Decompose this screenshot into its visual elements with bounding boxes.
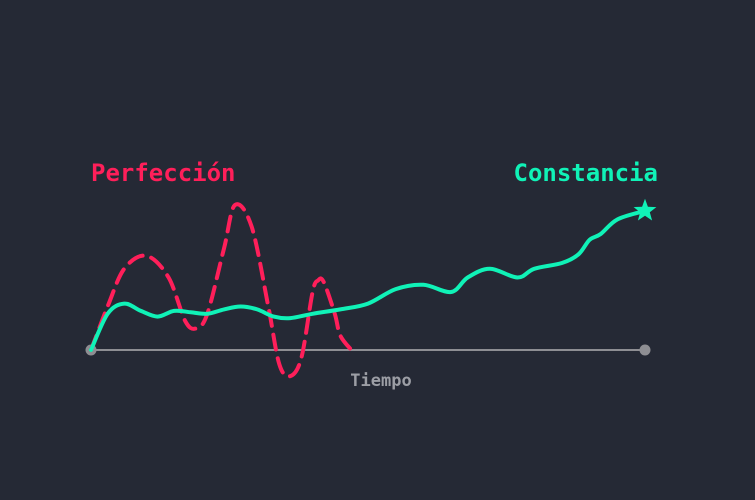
constancia-star-marker	[633, 198, 657, 221]
series-line-perfeccion	[89, 202, 354, 379]
series-label-perfeccion: Perfección	[91, 159, 236, 187]
x-axis-end-dot	[639, 344, 651, 356]
series-line-constancia	[89, 208, 647, 352]
x-axis-label: Tiempo	[350, 371, 411, 391]
series-label-constancia: Constancia	[514, 159, 659, 187]
